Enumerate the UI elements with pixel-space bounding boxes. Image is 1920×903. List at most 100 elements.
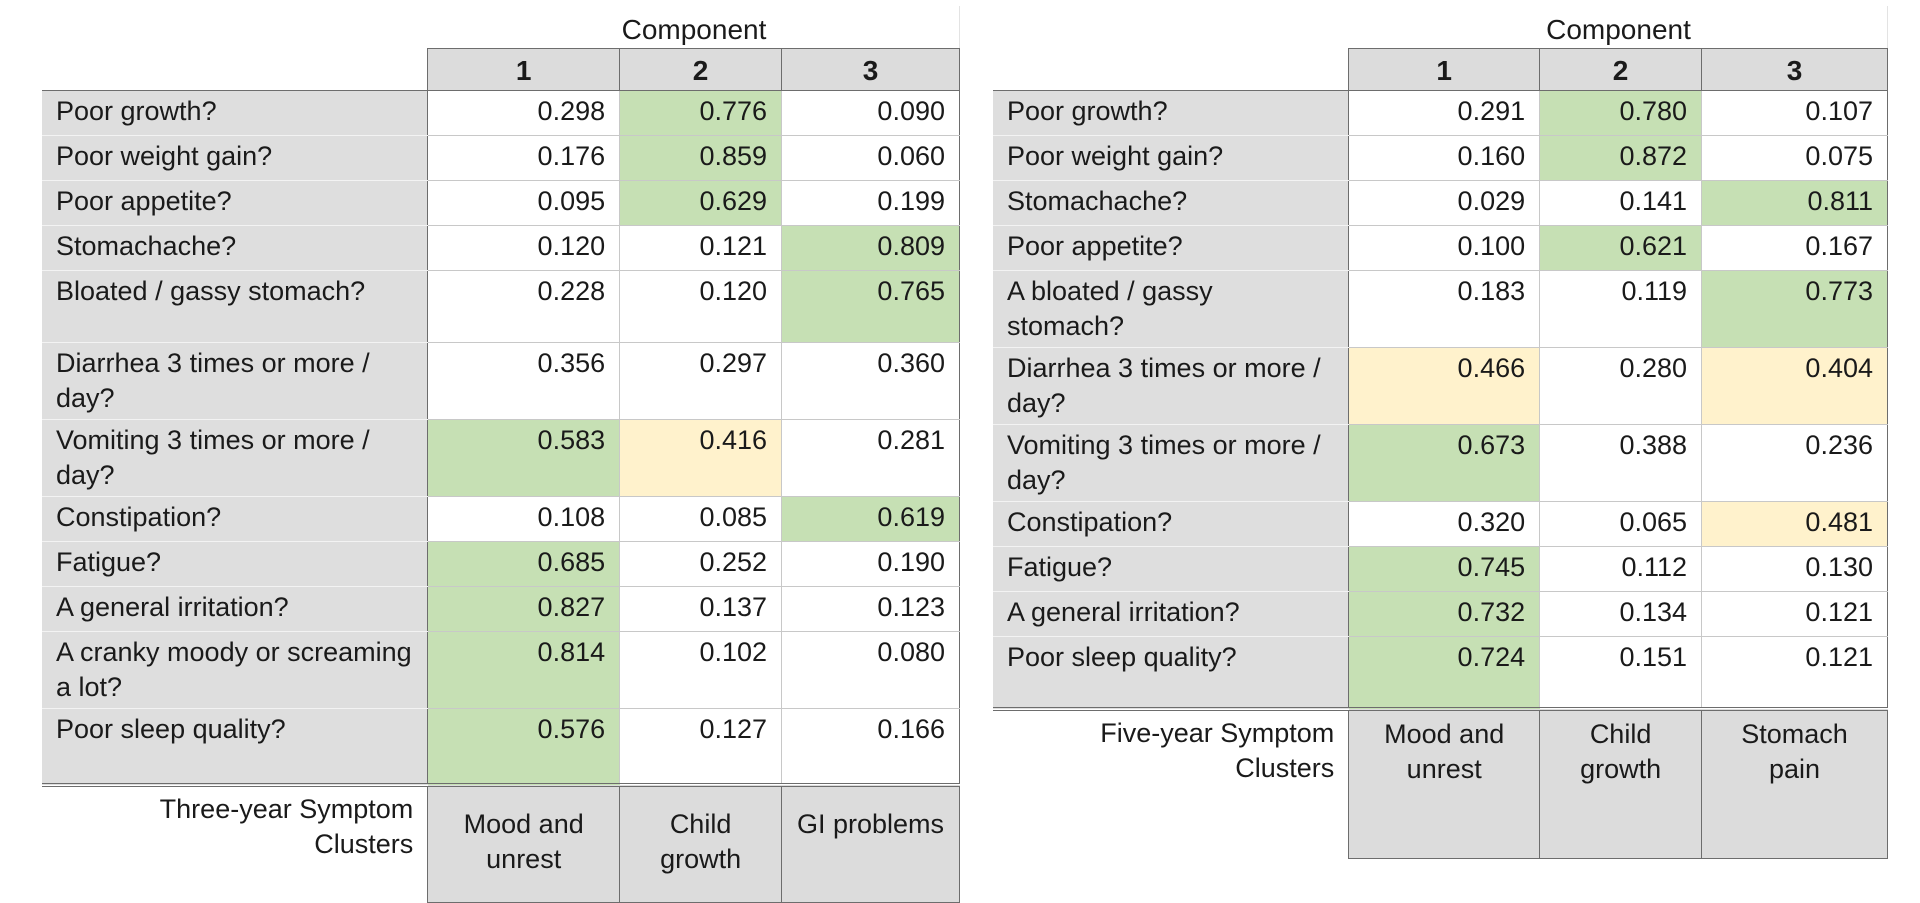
loading-cell: 0.095 xyxy=(427,180,621,226)
loading-cell: 0.732 xyxy=(1348,591,1541,637)
table-row: A bloated / gassy stomach? 0.183 0.119 0.77… xyxy=(993,270,1888,348)
component-2-header: 2 xyxy=(619,48,783,91)
cluster-name: Stomach pain xyxy=(1701,706,1888,859)
loading-cell: 0.811 xyxy=(1701,180,1888,226)
loading-cell: 0.075 xyxy=(1701,135,1888,181)
loading-cell: 0.320 xyxy=(1348,501,1541,547)
clusters-label: Three-year Symptom Clusters xyxy=(42,782,428,903)
table-row: Vomiting 3 times or more / day? 0.583 0.41… xyxy=(42,419,960,497)
table-row: Stomachache? 0.029 0.141 0.811 xyxy=(993,180,1888,226)
loading-cell: 0.280 xyxy=(1539,347,1703,425)
loading-cell: 0.827 xyxy=(427,586,621,632)
row-label: Fatigue? xyxy=(42,541,428,587)
loading-cell: 0.102 xyxy=(619,631,783,709)
cluster-name: Child growth xyxy=(619,782,783,903)
loading-cell: 0.121 xyxy=(1701,636,1888,709)
row-label: Poor sleep quality? xyxy=(42,708,428,785)
loading-cell: 0.297 xyxy=(619,342,783,420)
loading-cell: 0.160 xyxy=(1348,135,1541,181)
loading-cell: 0.776 xyxy=(619,90,783,136)
loading-cell: 0.190 xyxy=(781,541,960,587)
table-row: Poor growth? 0.298 0.776 0.090 xyxy=(42,90,960,136)
table-row: A cranky moody or screaming a lot? 0.814 0… xyxy=(42,631,960,709)
table-row: Poor weight gain? 0.160 0.872 0.075 xyxy=(993,135,1888,181)
loading-cell: 0.228 xyxy=(427,270,621,343)
table-row: Fatigue? 0.745 0.112 0.130 xyxy=(993,546,1888,592)
loading-cell: 0.141 xyxy=(1539,180,1703,226)
row-label: Poor weight gain? xyxy=(993,135,1349,181)
table-row: A general irritation? 0.732 0.134 0.121 xyxy=(993,591,1888,637)
component-2-header: 2 xyxy=(1539,48,1703,91)
table-row: Diarrhea 3 times or more / day? 0.356 0.29… xyxy=(42,342,960,420)
table-row: Poor weight gain? 0.176 0.859 0.060 xyxy=(42,135,960,181)
row-label: Bloated / gassy stomach? xyxy=(42,270,428,343)
loading-cell: 0.859 xyxy=(619,135,783,181)
cluster-name: Mood and unrest xyxy=(1348,706,1541,859)
row-label: Diarrhea 3 times or more / day? xyxy=(42,342,428,420)
row-label: A cranky moody or screaming a lot? xyxy=(42,631,428,709)
row-label: Poor sleep quality? xyxy=(993,636,1349,709)
loading-cell: 0.416 xyxy=(619,419,783,497)
loading-cell: 0.121 xyxy=(1701,591,1888,637)
panel-edge-line xyxy=(959,6,960,48)
cluster-name: Mood and unrest xyxy=(427,782,621,903)
loading-cell: 0.291 xyxy=(1348,90,1541,136)
header-blank xyxy=(42,48,428,91)
table-row: Poor appetite? 0.100 0.621 0.167 xyxy=(993,225,1888,271)
table-row: Constipation? 0.108 0.085 0.619 xyxy=(42,496,960,542)
table-row: Poor appetite? 0.095 0.629 0.199 xyxy=(42,180,960,226)
loading-cell: 0.151 xyxy=(1539,636,1703,709)
loading-cell: 0.120 xyxy=(427,225,621,271)
loading-cell: 0.388 xyxy=(1539,424,1703,502)
clusters-row: Five-year Symptom Clusters Mood and unres… xyxy=(993,706,1888,859)
component-3-header: 3 xyxy=(781,48,960,91)
row-label: Diarrhea 3 times or more / day? xyxy=(993,347,1349,425)
loading-cell: 0.112 xyxy=(1539,546,1703,592)
table-row: Poor sleep quality? 0.724 0.151 0.121 xyxy=(993,636,1888,709)
row-label: Constipation? xyxy=(42,496,428,542)
row-label: Poor appetite? xyxy=(42,180,428,226)
row-label: Constipation? xyxy=(993,501,1349,547)
loading-cell: 0.809 xyxy=(781,225,960,271)
loading-cell: 0.356 xyxy=(427,342,621,420)
five-year-loadings-table: 1 2 3 Poor growth? 0.291 0.780 0.107 Poor we… xyxy=(993,48,1888,859)
loading-cell: 0.619 xyxy=(781,496,960,542)
table-row: Constipation? 0.320 0.065 0.481 xyxy=(993,501,1888,547)
loading-cell: 0.685 xyxy=(427,541,621,587)
loading-cell: 0.872 xyxy=(1539,135,1703,181)
table-row: Vomiting 3 times or more / day? 0.673 0.38… xyxy=(993,424,1888,502)
loading-cell: 0.252 xyxy=(619,541,783,587)
loading-cell: 0.236 xyxy=(1701,424,1888,502)
row-label: A bloated / gassy stomach? xyxy=(993,270,1349,348)
loading-cell: 0.123 xyxy=(781,586,960,632)
loading-cell: 0.745 xyxy=(1348,546,1541,592)
loading-cell: 0.127 xyxy=(619,708,783,785)
loading-cell: 0.814 xyxy=(427,631,621,709)
loading-cell: 0.121 xyxy=(619,225,783,271)
loading-cell: 0.183 xyxy=(1348,270,1541,348)
loading-cell: 0.080 xyxy=(781,631,960,709)
row-label: Poor growth? xyxy=(42,90,428,136)
loading-cell: 0.199 xyxy=(781,180,960,226)
loading-cell: 0.137 xyxy=(619,586,783,632)
loading-cell: 0.134 xyxy=(1539,591,1703,637)
loading-cell: 0.176 xyxy=(427,135,621,181)
row-label: A general irritation? xyxy=(993,591,1349,637)
loading-cell: 0.119 xyxy=(1539,270,1703,348)
loading-cell: 0.281 xyxy=(781,419,960,497)
component-3-header: 3 xyxy=(1701,48,1888,91)
loading-cell: 0.166 xyxy=(781,708,960,785)
loading-cell: 0.298 xyxy=(427,90,621,136)
loading-cell: 0.107 xyxy=(1701,90,1888,136)
three-year-loadings-table: 1 2 3 Poor growth? 0.298 0.776 0.090 Poor we… xyxy=(42,48,960,903)
loading-cell: 0.765 xyxy=(781,270,960,343)
row-label: Vomiting 3 times or more / day? xyxy=(993,424,1349,502)
table-row: Poor sleep quality? 0.576 0.127 0.166 xyxy=(42,708,960,785)
loading-cell: 0.629 xyxy=(619,180,783,226)
loading-cell: 0.130 xyxy=(1701,546,1888,592)
loading-cell: 0.481 xyxy=(1701,501,1888,547)
row-label: Vomiting 3 times or more / day? xyxy=(42,419,428,497)
table-row: Stomachache? 0.120 0.121 0.809 xyxy=(42,225,960,271)
table-row: Bloated / gassy stomach? 0.228 0.120 0.765 xyxy=(42,270,960,343)
loading-cell: 0.404 xyxy=(1701,347,1888,425)
